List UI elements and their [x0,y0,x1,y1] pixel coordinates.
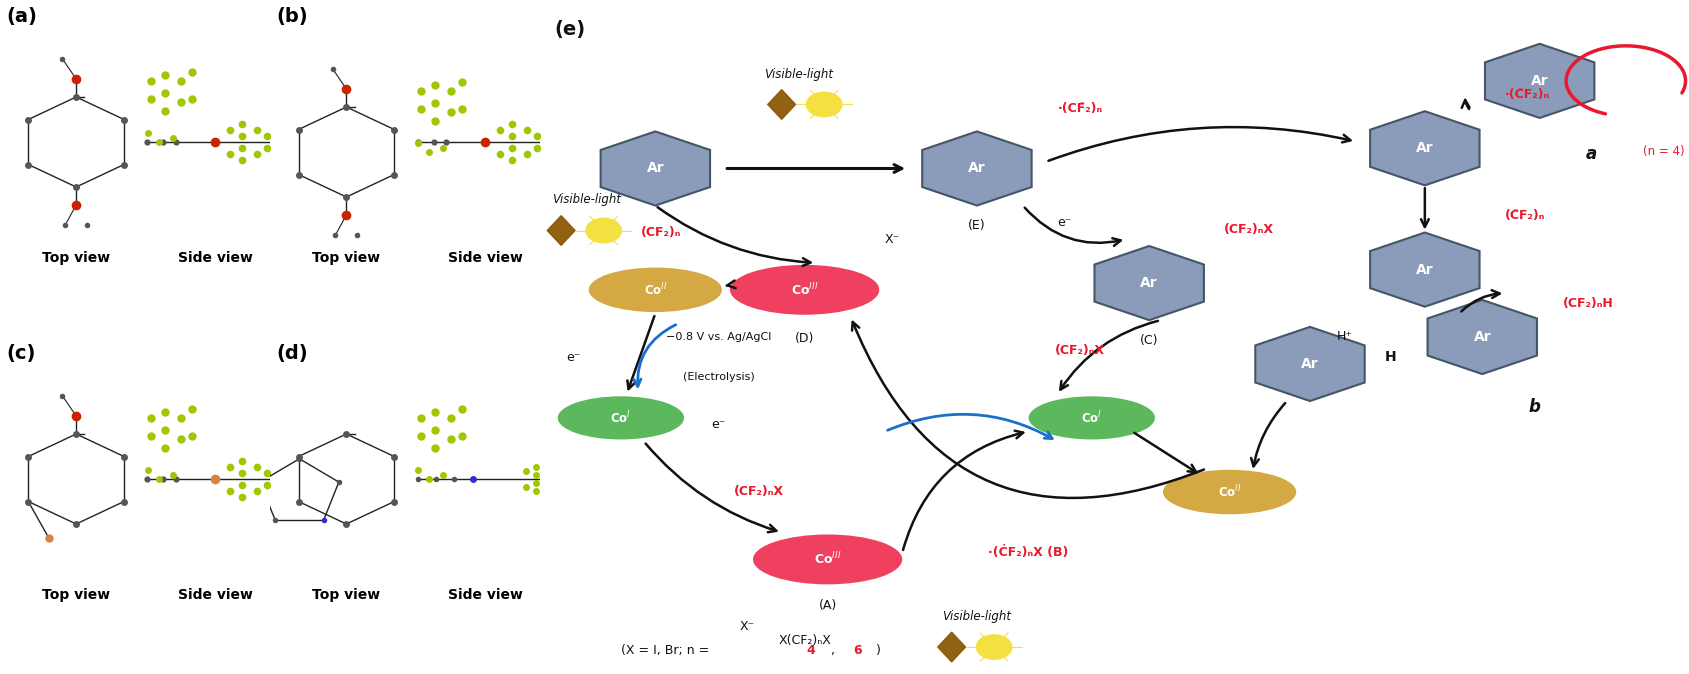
Text: (C): (C) [1140,334,1159,346]
Text: Ar: Ar [968,162,986,175]
Text: ): ) [877,644,880,657]
Text: Top view: Top view [42,588,110,602]
Ellipse shape [1164,470,1295,514]
Text: (a): (a) [7,7,37,26]
Text: b: b [1529,398,1540,416]
Text: Ar: Ar [1415,142,1434,155]
Ellipse shape [557,396,684,439]
Text: Top view: Top view [312,588,380,602]
Text: H: H [1385,350,1397,364]
Text: Ar: Ar [647,162,664,175]
Text: (Electrolysis): (Electrolysis) [682,373,755,382]
Text: X⁻: X⁻ [885,233,900,246]
Text: Ar: Ar [1530,74,1549,88]
Ellipse shape [806,92,843,117]
Text: (CF₂)ₙX: (CF₂)ₙX [1225,223,1274,236]
Text: Visible-light: Visible-light [765,68,833,81]
Polygon shape [601,131,709,206]
Text: Visible-light: Visible-light [942,611,1012,623]
Text: Side view: Side view [448,588,522,602]
Text: (d): (d) [277,344,307,363]
Polygon shape [1370,111,1480,185]
Text: (E): (E) [968,219,986,232]
Text: e⁻: e⁻ [1057,216,1073,228]
Text: Ar: Ar [1140,276,1159,290]
Text: Co$^{II}$: Co$^{II}$ [644,282,667,298]
Text: (CF₂)ₙH: (CF₂)ₙH [1562,297,1613,310]
Text: −0.8 V vs. Ag/AgCl: −0.8 V vs. Ag/AgCl [665,332,772,342]
Text: (n = 4): (n = 4) [1643,145,1684,158]
Text: (A): (A) [819,599,836,611]
Text: (b): (b) [277,7,307,26]
Text: Ar: Ar [1473,330,1491,344]
Text: (C̄F₂)ₙ: (C̄F₂)ₙ [1505,210,1545,222]
Text: X(CF₂)ₙX: X(CF₂)ₙX [779,634,831,646]
Text: (e): (e) [554,20,586,39]
Text: X⁻: X⁻ [740,620,755,633]
Polygon shape [547,216,574,245]
Text: e⁻: e⁻ [566,350,581,364]
Text: (CF₂)ₙX: (CF₂)ₙX [1056,344,1105,357]
Text: (CF₂)ₙX: (CF₂)ₙX [733,485,784,498]
Text: Ar: Ar [1415,263,1434,276]
Text: Visible-light: Visible-light [552,193,622,206]
Text: ·(ĊF₂)ₙX (B): ·(ĊF₂)ₙX (B) [988,546,1069,559]
Text: Side view: Side view [448,251,522,265]
Text: (c): (c) [7,344,35,363]
Text: Top view: Top view [42,251,110,265]
Ellipse shape [586,218,622,243]
Text: Co$^{II}$: Co$^{II}$ [1218,484,1241,500]
Polygon shape [922,131,1032,206]
Text: Co$^{III}$: Co$^{III}$ [814,551,841,568]
Text: Co$^{III}$: Co$^{III}$ [790,282,819,298]
Ellipse shape [753,534,902,584]
Ellipse shape [589,268,721,312]
Text: 6: 6 [853,644,861,657]
Text: (CF₂)ₙ: (CF₂)ₙ [640,226,681,239]
Text: 4: 4 [807,644,816,657]
Ellipse shape [1029,396,1155,439]
Polygon shape [1094,246,1204,320]
Text: Co$^{I}$: Co$^{I}$ [1081,410,1103,426]
Text: a: a [1586,145,1596,163]
Text: (X = I, Br; n =: (X = I, Br; n = [622,644,713,657]
Polygon shape [768,90,796,119]
Text: Co$^{I}$: Co$^{I}$ [610,410,632,426]
Text: ·(C̄F₂)ₙ: ·(C̄F₂)ₙ [1505,88,1551,101]
Text: e⁻: e⁻ [711,418,726,431]
Polygon shape [937,632,966,662]
Text: Top view: Top view [312,251,380,265]
Polygon shape [1370,233,1480,307]
Text: ·(CF̄₂)ₙ: ·(CF̄₂)ₙ [1057,102,1103,115]
Text: H⁺: H⁺ [1336,330,1353,343]
Text: Side view: Side view [177,251,252,265]
Text: Ar: Ar [1301,357,1319,371]
Ellipse shape [976,634,1012,660]
Ellipse shape [730,265,880,315]
Polygon shape [1255,327,1365,401]
Text: Side view: Side view [177,588,252,602]
Polygon shape [1485,44,1594,118]
Polygon shape [1427,300,1537,374]
Text: ,: , [831,644,839,657]
Text: (D): (D) [796,332,814,344]
